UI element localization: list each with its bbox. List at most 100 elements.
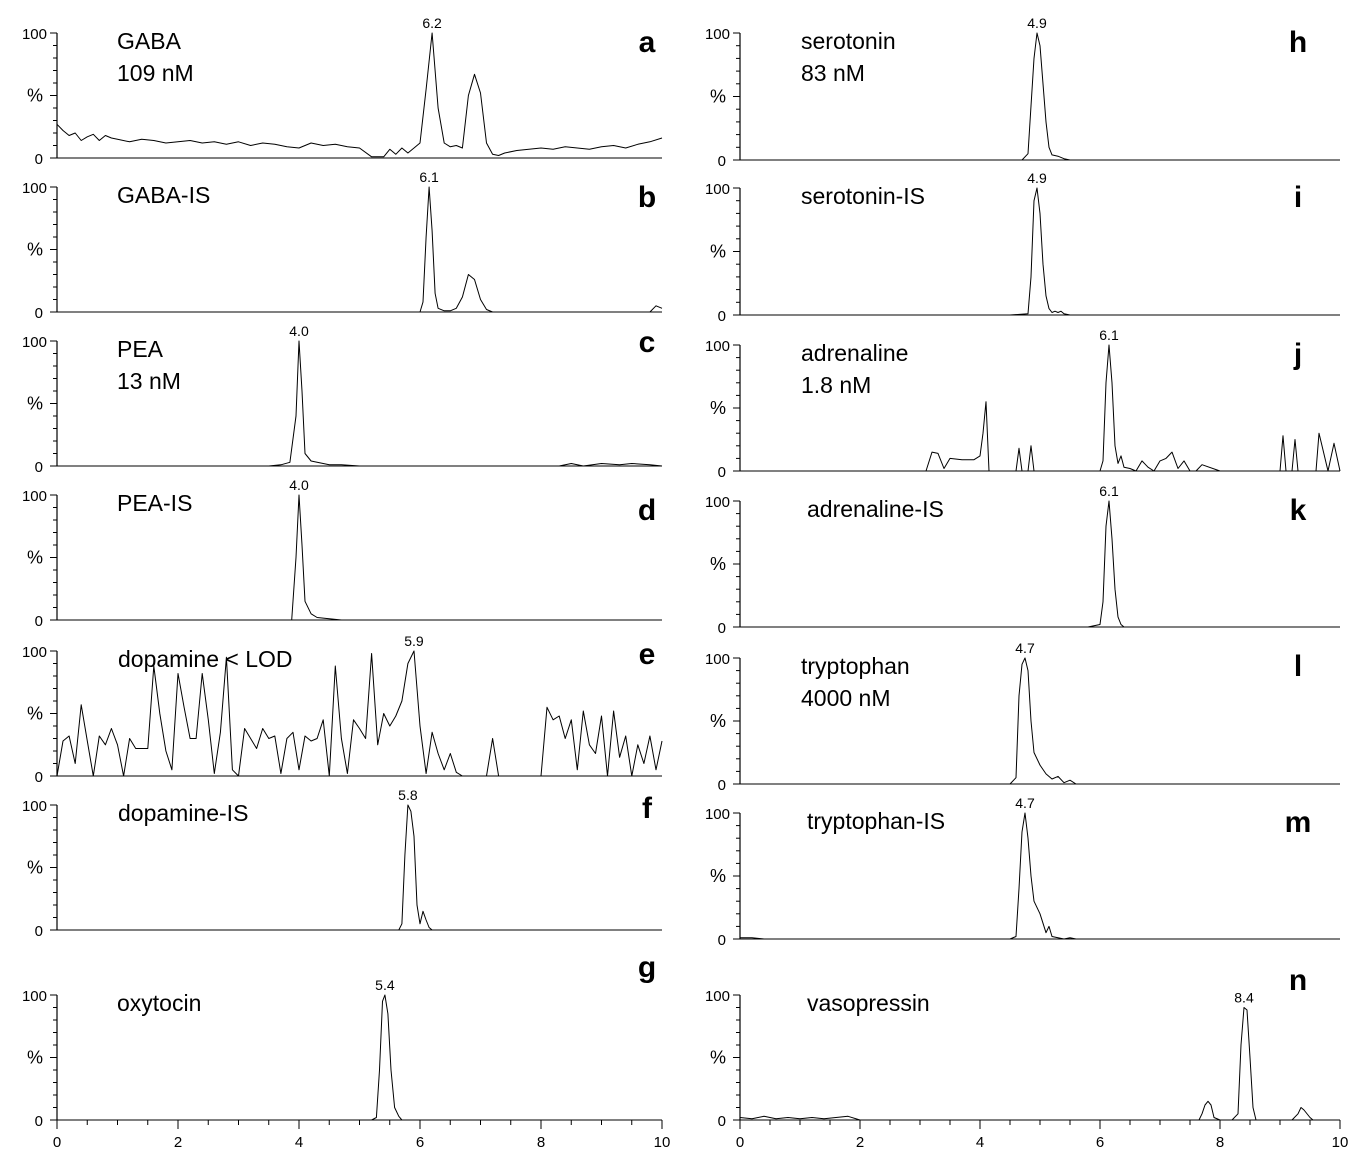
x-tick-label: 2 bbox=[856, 1134, 864, 1151]
panel-letter: m bbox=[1285, 806, 1312, 839]
panel-title: dopamine < LOD bbox=[118, 646, 293, 672]
panel-letter: g bbox=[638, 951, 656, 984]
panel-concentration: 4000 nM bbox=[801, 685, 891, 711]
chart-panel-c: 0% 100 4.0 PEA 13 nM c bbox=[22, 323, 663, 476]
peak-retention-label: 4.0 bbox=[289, 323, 309, 339]
panel-title: adrenaline-IS bbox=[807, 496, 944, 522]
y-tick-label-100: 100 bbox=[22, 180, 47, 197]
peak-retention-label: 4.7 bbox=[1015, 795, 1035, 811]
panel-title: dopamine-IS bbox=[118, 800, 248, 826]
x-tick-label: 2 bbox=[174, 1134, 182, 1151]
peak-retention-label: 6.1 bbox=[1099, 327, 1119, 343]
peak-retention-label: 4.7 bbox=[1015, 640, 1035, 656]
y-axis-unit-label: % bbox=[710, 398, 726, 418]
chart-panel-g: 0% 100 0 2 4 6 8 10 5.4 oxytocin g bbox=[22, 951, 670, 1151]
peak-retention-label: 5.4 bbox=[375, 977, 395, 993]
panel-letter: f bbox=[642, 792, 653, 825]
panel-letter: a bbox=[639, 26, 656, 59]
chart-panel-e: 0% 100 5.9 dopamine < LOD e bbox=[22, 633, 663, 786]
chart-panel-f: 0% 100 5.8 dopamine-IS f bbox=[22, 787, 662, 940]
chart-panel-m: 0% 100 4.7 tryptophan-IS m bbox=[705, 795, 1340, 949]
panel-title: vasopressin bbox=[807, 990, 930, 1016]
y-tick-label-0: 0 bbox=[35, 459, 43, 476]
peak-retention-label: 4.9 bbox=[1027, 170, 1047, 186]
panel-title: GABA-IS bbox=[117, 182, 210, 208]
panel-title: GABA bbox=[117, 28, 182, 54]
panel-letter: h bbox=[1289, 26, 1307, 59]
y-tick-label-100: 100 bbox=[705, 181, 730, 198]
chromatogram-trace bbox=[740, 32, 1340, 161]
chromatogram-trace bbox=[57, 804, 662, 931]
peak-retention-label: 5.8 bbox=[398, 787, 418, 803]
panel-title: PEA bbox=[117, 336, 164, 362]
y-tick-label-100: 100 bbox=[22, 334, 47, 351]
peak-retention-label: 5.9 bbox=[404, 633, 424, 649]
chromatogram-trace bbox=[57, 494, 662, 621]
x-tick-label: 4 bbox=[295, 1134, 303, 1151]
y-tick-label-0: 0 bbox=[718, 464, 726, 481]
y-tick-label-0: 0 bbox=[718, 620, 726, 637]
chromatogram-trace bbox=[740, 344, 1341, 472]
panel-concentration: 83 nM bbox=[801, 60, 865, 86]
y-axis-unit-label: % bbox=[710, 866, 726, 886]
x-tick-label: 6 bbox=[1096, 1134, 1104, 1151]
panel-letter: d bbox=[638, 494, 656, 527]
panel-concentration: 1.8 nM bbox=[801, 372, 871, 398]
panel-title: tryptophan-IS bbox=[807, 808, 945, 834]
y-tick-label-100: 100 bbox=[705, 651, 730, 668]
y-axis-unit-label: % bbox=[27, 858, 43, 878]
chromatogram-trace bbox=[740, 657, 1340, 785]
x-tick-label: 10 bbox=[654, 1134, 671, 1151]
y-axis-unit-label: % bbox=[710, 242, 726, 262]
panel-letter: k bbox=[1290, 494, 1307, 527]
y-axis-unit-label: % bbox=[27, 86, 43, 106]
y-tick-label-100: 100 bbox=[22, 26, 47, 43]
panel-title: adrenaline bbox=[801, 340, 908, 366]
y-tick-label-0: 0 bbox=[718, 777, 726, 794]
y-tick-label-0: 0 bbox=[718, 932, 726, 949]
x-tick-label: 4 bbox=[976, 1134, 984, 1151]
y-tick-label-0: 0 bbox=[35, 613, 43, 630]
x-tick-label: 6 bbox=[416, 1134, 424, 1151]
peak-retention-label: 4.0 bbox=[289, 477, 309, 493]
y-tick-label-0: 0 bbox=[35, 151, 43, 168]
chart-panel-a: 0% 100 6.2 GABA 109 nM a bbox=[22, 15, 663, 168]
y-tick-label-100: 100 bbox=[22, 644, 47, 661]
chart-panel-i: 0% 100 4.9 serotonin-IS i bbox=[705, 170, 1340, 325]
y-tick-label-100: 100 bbox=[705, 26, 730, 43]
chromatogram-trace bbox=[740, 812, 1340, 940]
panel-letter: c bbox=[639, 326, 656, 359]
y-axis-unit-label: % bbox=[710, 554, 726, 574]
chart-panel-b: 0% 100 6.1 GABA-IS b bbox=[22, 169, 663, 322]
y-tick-label-100: 100 bbox=[705, 338, 730, 355]
panel-letter: j bbox=[1293, 338, 1302, 371]
chromatogram-trace bbox=[740, 500, 1340, 628]
panel-letter: i bbox=[1294, 181, 1302, 214]
y-tick-label-0: 0 bbox=[35, 1113, 43, 1130]
panel-letter: l bbox=[1294, 650, 1302, 683]
chromatogram-trace bbox=[57, 186, 663, 313]
y-axis-unit-label: % bbox=[27, 704, 43, 724]
y-tick-label-100: 100 bbox=[22, 798, 47, 815]
y-axis-unit-label: % bbox=[27, 548, 43, 568]
chromatogram-trace bbox=[57, 340, 663, 467]
chromatogram-trace bbox=[739, 1007, 1340, 1121]
y-tick-label-0: 0 bbox=[35, 923, 43, 940]
peak-retention-label: 6.1 bbox=[1099, 483, 1119, 499]
x-tick-label: 10 bbox=[1332, 1134, 1349, 1151]
y-axis-unit-label: % bbox=[27, 240, 43, 260]
y-axis-unit-label: % bbox=[710, 87, 726, 107]
chart-panel-l: 0% 100 4.7 tryptophan 4000 nM l bbox=[705, 640, 1340, 794]
y-axis-unit-label: % bbox=[27, 1048, 43, 1068]
x-tick-label: 8 bbox=[537, 1134, 545, 1151]
chromatogram-trace bbox=[56, 32, 663, 158]
y-axis-unit-label: % bbox=[27, 394, 43, 414]
peak-retention-label: 8.4 bbox=[1234, 990, 1254, 1006]
chromatogram-trace bbox=[57, 994, 662, 1121]
panel-letter: e bbox=[639, 638, 656, 671]
x-tick-label: 8 bbox=[1216, 1134, 1224, 1151]
y-tick-label-100: 100 bbox=[705, 494, 730, 511]
y-tick-label-100: 100 bbox=[705, 988, 730, 1005]
chromatogram-trace bbox=[740, 187, 1340, 316]
